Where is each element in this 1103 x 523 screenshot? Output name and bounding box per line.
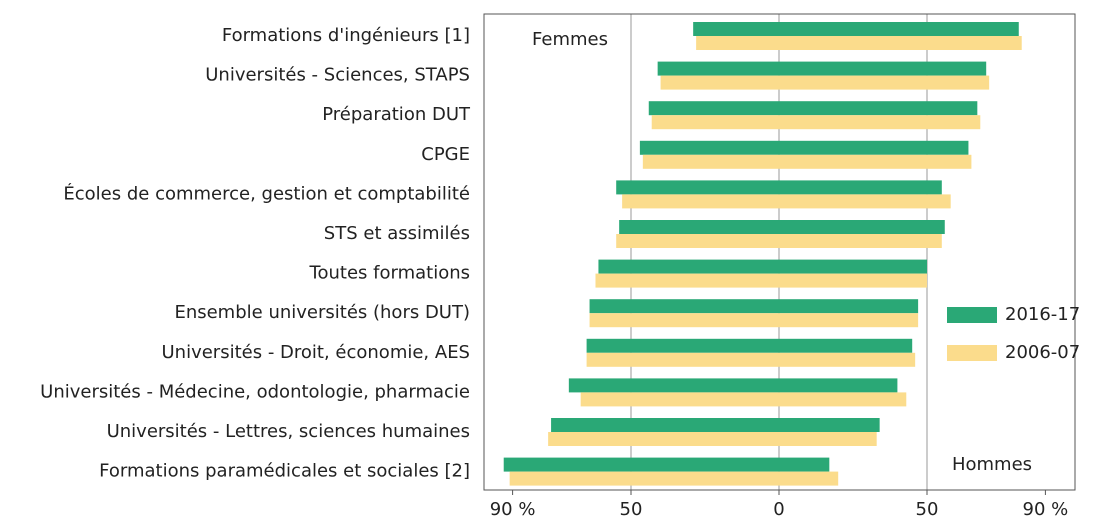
bar-hommes xyxy=(779,352,916,367)
bar-hommes xyxy=(779,220,945,234)
bar-femmes xyxy=(598,259,779,274)
y-tick-label: Formations d'ingénieurs [1] xyxy=(222,25,470,46)
bar-hommes xyxy=(779,194,951,209)
bar-hommes xyxy=(779,338,913,353)
bar-femmes xyxy=(586,338,779,353)
bar-femmes xyxy=(616,180,779,195)
y-tick-label: Universités - Sciences, STAPS xyxy=(205,65,470,86)
bar-hommes xyxy=(779,154,972,169)
legend-label: 2006-07 xyxy=(1005,342,1080,363)
x-tick-label: 90 % xyxy=(490,499,536,520)
bar-femmes xyxy=(589,299,779,314)
y-tick-label: Formations paramédicales et sociales [2] xyxy=(99,461,470,482)
bar-hommes xyxy=(779,259,927,274)
y-tick-label: Universités - Lettres, sciences humaines xyxy=(107,421,470,442)
y-tick-label: Toutes formations xyxy=(309,263,470,284)
y-tick-label: Préparation DUT xyxy=(322,104,471,125)
bar-femmes xyxy=(622,194,779,209)
bar-femmes xyxy=(660,75,779,90)
legend-swatch xyxy=(947,345,997,361)
y-tick-label: Écoles de commerce, gestion et comptabil… xyxy=(63,182,470,204)
x-tick-label: 0 xyxy=(773,499,784,520)
bar-femmes xyxy=(639,140,779,155)
bar-hommes xyxy=(779,457,830,472)
y-tick-label: CPGE xyxy=(421,144,470,165)
bar-hommes xyxy=(779,22,1019,36)
bar-hommes xyxy=(779,471,839,486)
bar-hommes xyxy=(779,378,898,393)
x-tick-label: 50 xyxy=(620,499,643,520)
bar-hommes xyxy=(779,140,969,155)
bar-femmes xyxy=(696,36,779,50)
legend-label: 2016-17 xyxy=(1005,304,1080,325)
y-tick-label: Universités - Droit, économie, AES xyxy=(162,342,471,363)
bar-femmes xyxy=(642,154,779,169)
bar-femmes xyxy=(589,313,779,328)
y-tick-label: Universités - Médecine, odontologie, pha… xyxy=(40,381,470,402)
bar-femmes xyxy=(580,392,779,407)
bar-femmes xyxy=(651,115,779,130)
bar-femmes xyxy=(648,101,779,116)
bar-hommes xyxy=(779,299,919,314)
bar-femmes xyxy=(586,352,779,367)
bar-hommes xyxy=(779,101,978,116)
bar-femmes xyxy=(616,234,779,248)
y-tick-label: STS et assimilés xyxy=(324,223,470,244)
bar-femmes xyxy=(509,471,779,486)
bar-hommes xyxy=(779,180,942,195)
bar-femmes xyxy=(619,220,779,234)
bar-femmes xyxy=(503,457,779,472)
bar-hommes xyxy=(779,36,1022,50)
bar-femmes xyxy=(568,378,779,393)
bar-hommes xyxy=(779,392,907,407)
y-tick-label: Ensemble universités (hors DUT) xyxy=(174,302,470,323)
bar-femmes xyxy=(693,22,779,36)
bar-hommes xyxy=(779,418,880,432)
bar-hommes xyxy=(779,432,877,446)
bar-hommes xyxy=(779,273,927,288)
annotation: Femmes xyxy=(532,29,608,50)
bar-hommes xyxy=(779,313,919,328)
bar-femmes xyxy=(595,273,779,288)
bar-femmes xyxy=(551,418,779,432)
bar-hommes xyxy=(779,115,981,130)
x-tick-label: 50 xyxy=(916,499,939,520)
bar-femmes xyxy=(548,432,779,446)
bar-femmes xyxy=(657,61,779,76)
legend-swatch xyxy=(947,307,997,323)
bar-hommes xyxy=(779,61,987,76)
bar-hommes xyxy=(779,75,990,90)
x-tick-label: 90 % xyxy=(1023,499,1069,520)
bar-hommes xyxy=(779,234,942,248)
annotation: Hommes xyxy=(952,454,1032,475)
